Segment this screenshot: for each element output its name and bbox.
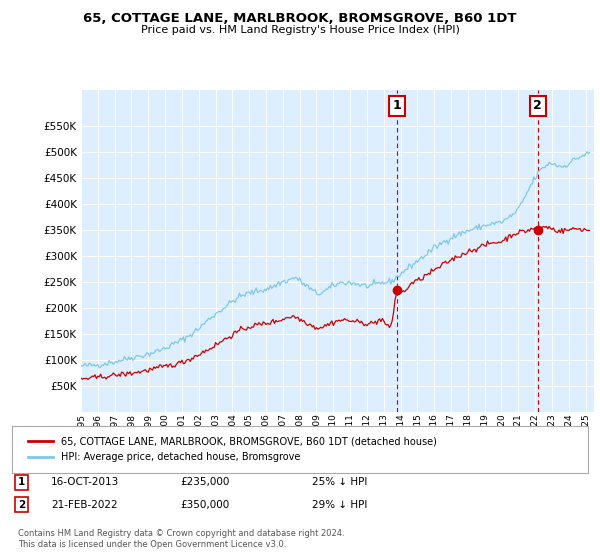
Text: Price paid vs. HM Land Registry's House Price Index (HPI): Price paid vs. HM Land Registry's House … [140, 25, 460, 35]
Text: 16-OCT-2013: 16-OCT-2013 [51, 477, 119, 487]
Text: This data is licensed under the Open Government Licence v3.0.: This data is licensed under the Open Gov… [18, 540, 286, 549]
Text: 25% ↓ HPI: 25% ↓ HPI [312, 477, 367, 487]
Text: £350,000: £350,000 [180, 500, 229, 510]
Text: £235,000: £235,000 [180, 477, 229, 487]
Text: 1: 1 [393, 99, 401, 112]
Text: 1: 1 [18, 477, 25, 487]
Legend: 65, COTTAGE LANE, MARLBROOK, BROMSGROVE, B60 1DT (detached house), HPI: Average : 65, COTTAGE LANE, MARLBROOK, BROMSGROVE,… [23, 431, 442, 468]
Text: Contains HM Land Registry data © Crown copyright and database right 2024.: Contains HM Land Registry data © Crown c… [18, 529, 344, 538]
Text: 2: 2 [18, 500, 25, 510]
Text: 65, COTTAGE LANE, MARLBROOK, BROMSGROVE, B60 1DT: 65, COTTAGE LANE, MARLBROOK, BROMSGROVE,… [83, 12, 517, 25]
Text: 29% ↓ HPI: 29% ↓ HPI [312, 500, 367, 510]
Text: 2: 2 [533, 99, 542, 112]
Text: 21-FEB-2022: 21-FEB-2022 [51, 500, 118, 510]
